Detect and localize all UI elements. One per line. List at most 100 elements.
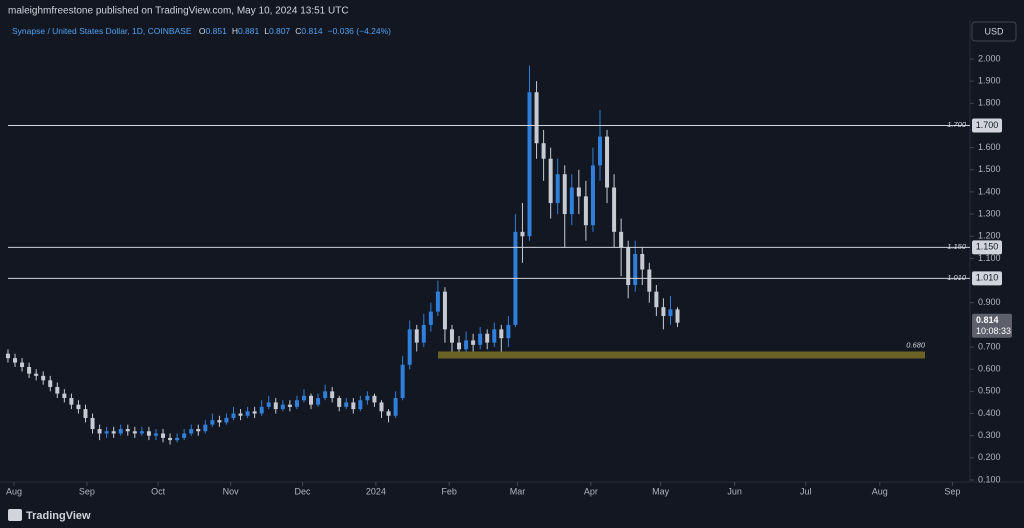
candle-body [590,165,595,226]
change-value: −0.036 (−4.24%) [328,26,391,36]
candle-body [97,429,102,434]
y-tick-label: 1.800 [978,98,1001,108]
candle-body [442,291,447,330]
level-tag [972,271,1002,286]
candle-body [27,367,32,374]
currency-label[interactable]: USD [984,26,1004,36]
y-tick-label: 1.500 [978,164,1001,174]
candle-body [153,433,158,436]
x-tick-label: Aug [872,486,888,496]
candle-body [457,342,462,350]
candle-body [583,196,588,226]
candle-body [428,311,433,325]
candle-body [633,253,638,286]
ohlc-key: C [295,26,301,36]
y-tick-label: 0.500 [978,386,1001,396]
candle-body [69,398,74,405]
candle-body [55,386,60,394]
candle-body [534,92,539,144]
currency-box[interactable] [971,21,1017,42]
candle-body [344,402,349,407]
candle-body [301,395,306,401]
candle-body [569,187,574,215]
candle-body [323,391,328,399]
level-tag [972,240,1002,255]
candle-body [83,409,88,418]
candle-body [111,431,116,434]
candle-body [146,431,151,436]
y-tick-label: 1.200 [978,231,1001,241]
last-price-label: 0.814 [976,315,999,325]
candle-body [90,417,95,430]
candle-body [13,358,18,363]
level-label: 1.150 [947,242,967,251]
ohlc-value: 0.807 [269,26,291,36]
candle-body [330,391,335,399]
candle-body [619,231,624,248]
level-label: 1.010 [947,273,967,282]
candle-body [661,307,666,317]
symbol-legend: Synapse / United States Dollar, 1D, COIN… [12,26,391,36]
candle-body [5,353,10,359]
candle-body [309,395,314,405]
candle-body [478,333,483,345]
x-tick-label: Feb [441,486,457,496]
candle-body [245,411,250,416]
brand-logo [8,509,22,521]
candle-body [386,411,391,416]
candle-body [647,269,652,292]
candle-body [449,329,454,343]
candle-body [400,364,405,399]
candle-body [203,424,208,432]
candle-body [435,291,440,312]
candle-body [358,400,363,410]
candle-body [118,429,123,434]
x-tick-label: Nov [223,486,240,496]
candle-body [273,402,278,410]
y-tick-label: 1.300 [978,208,1001,218]
countdown-label: 10:08:33 [976,326,1011,336]
candle-body [280,404,285,410]
candle-body [41,375,46,381]
candle-body [294,400,299,407]
candle-body [527,92,532,237]
y-tick-label: 0.900 [978,297,1001,307]
candle-body [414,329,419,343]
footer [0,502,1024,528]
x-tick-label: Sep [944,486,960,496]
y-tick-label: 2.000 [978,53,1001,63]
y-tick-label: 1.600 [978,142,1001,152]
candle-body [231,413,236,418]
level-tag [972,118,1002,133]
x-tick-label: 2024 [366,486,386,496]
level-label: 1.700 [947,120,967,129]
candle-body [125,429,130,432]
candle-body [168,437,173,441]
x-tick-label: Sep [79,486,95,496]
candle-body [210,420,215,425]
candle-body [161,433,166,438]
candle-body [485,333,490,343]
y-tick-label: 1.900 [978,76,1001,86]
candle-body [48,380,53,387]
publish-header: maleighmfreestone published on TradingVi… [8,6,349,17]
x-tick-label: May [652,486,670,496]
ohlc-key: H [232,26,238,36]
candle-body [675,309,680,323]
candle-body [597,136,602,166]
x-tick-label: Jun [727,486,742,496]
candle-body [520,231,525,237]
ohlc-key: L [264,26,269,36]
candle-body [351,402,356,410]
candle-body [654,291,659,308]
zone-label: 0.680 [906,340,926,349]
candle-body [464,340,469,350]
symbol-title: Synapse / United States Dollar, 1D, COIN… [12,26,192,36]
candle-body [196,429,201,432]
candle-body [76,404,81,410]
candle-body [104,431,109,434]
y-tick-label: 0.200 [978,452,1001,462]
candle-body [492,329,497,343]
